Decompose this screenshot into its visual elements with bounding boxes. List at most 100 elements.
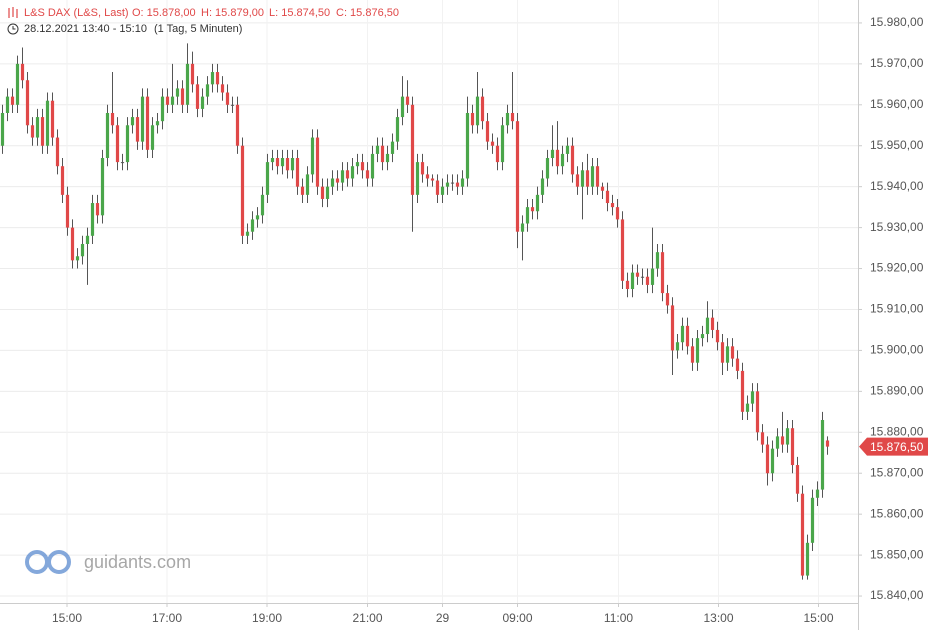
candle-body xyxy=(325,186,330,199)
candle-body xyxy=(490,141,495,146)
candle-body xyxy=(185,63,190,105)
candle-body xyxy=(80,243,85,257)
candle-body xyxy=(255,215,260,220)
x-tick-label: 19:00 xyxy=(252,611,282,625)
candle-body xyxy=(205,84,210,97)
candle-body xyxy=(55,137,60,167)
y-tick-label: 15.900,00 xyxy=(870,343,924,357)
candle-body xyxy=(545,158,550,179)
candle-body xyxy=(605,190,610,204)
x-tick-label: 21:00 xyxy=(352,611,382,625)
candle-body xyxy=(30,125,35,138)
candle-body xyxy=(345,170,350,179)
candle-body xyxy=(100,158,105,216)
candle-body xyxy=(400,96,405,118)
candle-body xyxy=(210,72,215,85)
candle-body xyxy=(25,80,30,126)
clock-icon xyxy=(7,23,19,35)
y-tick-label: 15.890,00 xyxy=(870,384,924,398)
y-tick-label: 15.850,00 xyxy=(870,547,924,561)
candle-body xyxy=(560,153,565,167)
x-tick-label: 29 xyxy=(436,611,450,625)
watermark-text: guidants.com xyxy=(84,552,191,572)
candle-body xyxy=(260,194,265,216)
candle-body xyxy=(265,162,270,195)
open-info: O: 15.878,00 xyxy=(132,7,196,19)
candle-body xyxy=(195,84,200,109)
y-tick-label: 15.880,00 xyxy=(870,424,924,438)
candle-body xyxy=(765,444,770,474)
candle-body xyxy=(250,219,255,232)
x-tick-label: 15:00 xyxy=(803,611,833,625)
candle-body xyxy=(735,358,740,371)
candle-body xyxy=(695,338,700,363)
candle-body xyxy=(640,276,645,278)
candle-icon xyxy=(8,7,18,18)
candle-body xyxy=(160,96,165,122)
candle-body xyxy=(0,112,5,146)
candle-body xyxy=(725,346,730,363)
y-tick-label: 15.950,00 xyxy=(870,138,924,152)
candle-body xyxy=(650,268,655,285)
candle-body xyxy=(425,174,430,179)
candle-body xyxy=(70,227,75,261)
candle-body xyxy=(615,207,620,220)
candle-body xyxy=(435,180,440,195)
y-tick-label: 15.840,00 xyxy=(870,588,924,602)
candle-body xyxy=(755,391,760,433)
candle-body xyxy=(335,178,340,183)
candle-body xyxy=(810,497,815,543)
candle-body xyxy=(60,166,65,195)
candle-body xyxy=(750,391,755,404)
candle-body xyxy=(600,186,605,191)
y-tick-label: 15.870,00 xyxy=(870,465,924,479)
candle-body xyxy=(670,305,675,351)
candle-body xyxy=(760,432,765,445)
candle-body xyxy=(715,329,720,343)
high-info: H: 15.879,00 xyxy=(201,7,264,19)
candle-body xyxy=(515,121,520,232)
candle-body xyxy=(135,117,140,142)
candle-body xyxy=(480,96,485,122)
x-tick-label: 17:00 xyxy=(152,611,182,625)
candle-body xyxy=(590,166,595,187)
candle-body xyxy=(405,96,410,105)
candle-body xyxy=(395,117,400,142)
candle-body xyxy=(645,276,650,285)
candle-body xyxy=(770,448,775,474)
candle-body xyxy=(500,125,505,163)
candle-body xyxy=(680,325,685,343)
candle-body xyxy=(440,186,445,195)
candle-body xyxy=(350,166,355,179)
candle-body xyxy=(550,149,555,159)
candle-body xyxy=(660,252,665,294)
candle-body xyxy=(635,272,640,277)
candle-body xyxy=(510,112,515,122)
candle-body xyxy=(570,145,575,175)
candle-body xyxy=(410,104,415,195)
candle-body xyxy=(310,137,315,175)
candle-body xyxy=(220,84,225,93)
candle-body xyxy=(110,112,115,126)
candle-body xyxy=(495,145,500,163)
candle-body xyxy=(375,145,380,154)
candle-body xyxy=(200,96,205,109)
candle-body xyxy=(295,158,300,187)
candle-body xyxy=(380,145,385,163)
candle-body xyxy=(40,117,45,146)
candle-body xyxy=(125,125,130,163)
candle-body xyxy=(740,370,745,412)
candle-body xyxy=(575,174,580,187)
candle-body xyxy=(540,178,545,195)
candle-body xyxy=(225,92,230,105)
last-price-label: 15.876,50 xyxy=(870,440,924,454)
candle-body xyxy=(780,436,785,445)
x-tick-label: 11:00 xyxy=(604,611,633,625)
y-tick-label: 15.930,00 xyxy=(870,220,924,234)
candle-body xyxy=(370,153,375,179)
candle-body xyxy=(275,158,280,167)
candle-body xyxy=(415,162,420,195)
candle-body xyxy=(745,403,750,412)
candle-body xyxy=(75,256,80,261)
interval: (1 Tag, 5 Minuten) xyxy=(154,23,242,35)
